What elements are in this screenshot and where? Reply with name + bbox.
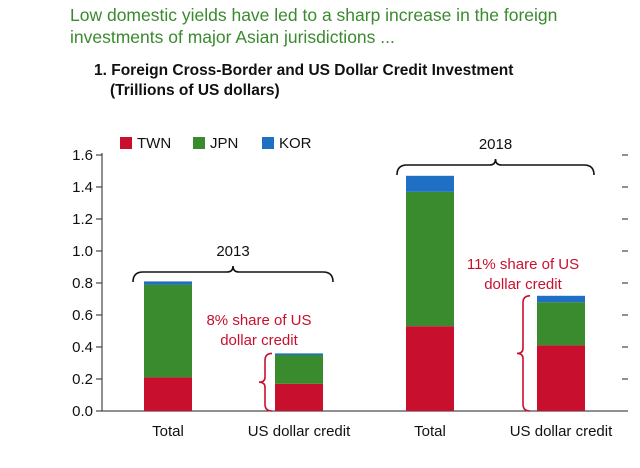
legend-swatch-twn	[120, 137, 132, 149]
bar-kor	[144, 281, 192, 285]
bar-jpn	[406, 191, 454, 327]
x-tick-label: US dollar credit	[248, 423, 351, 440]
chart-title-main: 1. Foreign Cross-Border and US Dollar Cr…	[94, 62, 514, 79]
annotation-brace	[258, 352, 273, 412]
y-tick-label: 1.2	[72, 211, 93, 228]
y-tick-label: 1.4	[72, 179, 93, 196]
bar-kor	[537, 295, 585, 303]
x-tick-label: US dollar credit	[510, 423, 613, 440]
legend-label-jpn: JPN	[210, 135, 238, 152]
annotation-brace	[516, 295, 531, 412]
annotation-text: 8% share of US	[206, 312, 311, 329]
group-label-2018: 2018	[479, 136, 512, 153]
bar-twn	[275, 383, 323, 411]
legend-label-kor: KOR	[279, 135, 312, 152]
chart-subtitle: (Trillions of US dollars)	[110, 82, 280, 99]
annotation-text: 11% share of US	[467, 256, 579, 273]
y-tick-label: 1.6	[72, 147, 93, 164]
bar-twn	[406, 326, 454, 411]
y-tick-label: 0.6	[72, 307, 93, 324]
y-tick-label: 0.2	[72, 371, 93, 388]
bar-jpn	[275, 355, 323, 384]
x-tick-label: Total	[414, 423, 446, 440]
group-brace-2018	[396, 158, 595, 176]
bar-jpn	[537, 302, 585, 346]
y-tick-label: 0.8	[72, 275, 93, 292]
legend-label-twn: TWN	[137, 135, 171, 152]
bar-twn	[537, 345, 585, 411]
bar-kor	[406, 175, 454, 192]
annotation-text: dollar credit	[220, 332, 298, 349]
y-tick-label: 0.0	[72, 403, 93, 420]
annotation-text: dollar credit	[484, 276, 562, 293]
legend-swatch-kor	[262, 137, 274, 149]
x-tick-label: Total	[152, 423, 184, 440]
bar-kor	[275, 353, 323, 355]
headline: Low domestic yields have led to a sharp …	[70, 5, 558, 47]
y-tick-label: 1.0	[72, 243, 93, 260]
chart-title: 1. Foreign Cross-Border and US Dollar Cr…	[94, 61, 513, 101]
bar-twn	[144, 377, 192, 411]
legend-swatch-jpn	[193, 137, 205, 149]
y-tick-label: 0.4	[72, 339, 93, 356]
group-label-2013: 2013	[216, 243, 249, 260]
group-brace-2013	[132, 265, 334, 283]
bar-jpn	[144, 284, 192, 378]
